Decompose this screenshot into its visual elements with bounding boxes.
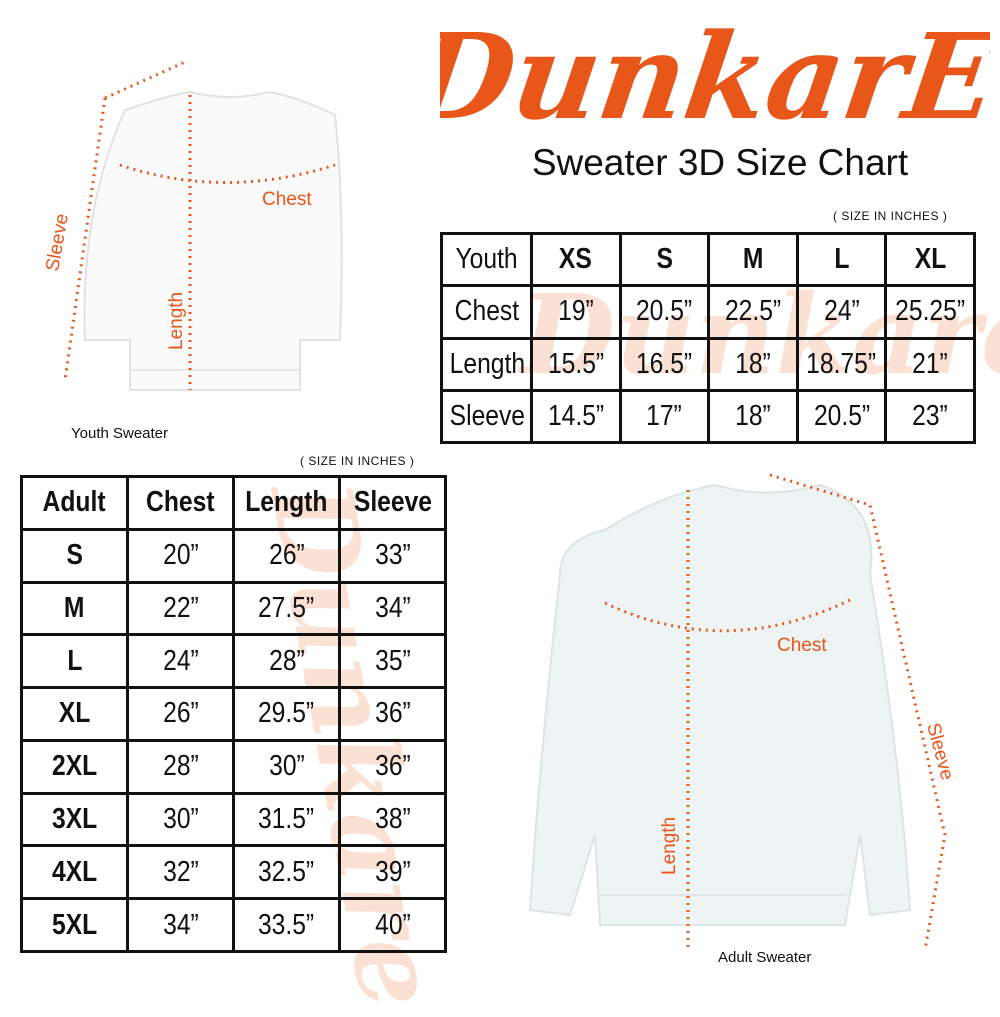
- table-cell: 24”: [126, 633, 235, 690]
- table-row: Length 15.5” 16.5” 18” 18.75” 21”: [440, 336, 976, 392]
- youth-sleeve-label: Sleeve: [42, 212, 73, 273]
- adult-unit-note: ( SIZE IN INCHES ): [300, 454, 415, 468]
- youth-caption: Youth Sweater: [71, 425, 169, 442]
- table-cell: 36”: [338, 738, 447, 795]
- table-cell: 26”: [232, 527, 341, 584]
- table-row: 5XL 34” 33.5” 40”: [20, 897, 447, 953]
- header-cell: XL: [884, 231, 976, 288]
- table-cell: 18”: [707, 388, 799, 445]
- header-cell: M: [707, 231, 799, 288]
- table-cell: 23”: [884, 388, 976, 445]
- table-cell: 38”: [338, 791, 447, 848]
- table-cell: 22”: [126, 580, 235, 637]
- table-cell: 27.5”: [232, 580, 341, 637]
- table-cell: 16.5”: [618, 336, 711, 392]
- table-cell: 39”: [338, 844, 447, 901]
- table-header-row: Youth XS S M L XL: [440, 231, 976, 288]
- table-row: Chest 19” 20.5” 22.5” 24” 25.25”: [440, 284, 976, 340]
- row-label: 3XL: [20, 791, 129, 848]
- row-label: S: [20, 527, 129, 584]
- youth-chest-label: Chest: [262, 189, 312, 210]
- table-cell: 40”: [338, 897, 447, 953]
- table-cell: 21”: [884, 336, 976, 392]
- header-cell: L: [795, 231, 888, 288]
- table-row: 3XL 30” 31.5” 38”: [20, 791, 447, 848]
- header-cell: Chest: [126, 475, 235, 531]
- header-cell: S: [618, 231, 711, 288]
- row-label: 2XL: [20, 738, 129, 795]
- table-cell: 36”: [338, 686, 447, 742]
- table-row: L 24” 28” 35”: [20, 633, 447, 690]
- header-cell: Length: [232, 475, 341, 531]
- table-cell: 34”: [338, 580, 447, 637]
- table-cell: 32”: [126, 844, 235, 901]
- table-cell: 24”: [795, 284, 888, 340]
- header-cell: Sleeve: [338, 475, 447, 531]
- table-cell: 35”: [338, 633, 447, 690]
- table-row: S 20” 26” 33”: [20, 527, 447, 584]
- youth-unit-note: ( SIZE IN INCHES ): [833, 209, 948, 223]
- youth-sweater-shape: [83, 90, 343, 391]
- table-cell: 34”: [126, 897, 235, 953]
- row-label: Chest: [440, 284, 533, 340]
- table-cell: 33.5”: [232, 897, 341, 953]
- table-cell: 26”: [126, 686, 235, 742]
- adult-sweater-diagram: Chest Length Sleeve: [528, 473, 957, 951]
- header-cell: Youth: [440, 231, 533, 288]
- table-row: Sleeve 14.5” 17” 18” 20.5” 23”: [440, 388, 976, 445]
- row-label: 4XL: [20, 844, 129, 901]
- header-cell: XS: [530, 231, 622, 288]
- row-label: Length: [440, 336, 533, 392]
- table-row: 2XL 28” 30” 36”: [20, 738, 447, 795]
- adult-sweater-shape: [528, 483, 912, 926]
- table-cell: 32.5”: [232, 844, 341, 901]
- table-cell: 30”: [126, 791, 235, 848]
- row-label: XL: [20, 686, 129, 742]
- table-cell: 14.5”: [530, 388, 622, 445]
- table-cell: 29.5”: [232, 686, 341, 742]
- row-label: L: [20, 633, 129, 690]
- table-cell: 25.25”: [884, 284, 976, 340]
- logo-text: DunkarE: [440, 8, 990, 146]
- row-label: M: [20, 580, 129, 637]
- table-cell: 18.75”: [795, 336, 888, 392]
- table-cell: 28”: [126, 738, 235, 795]
- youth-length-label: Length: [166, 292, 187, 350]
- table-cell: 18”: [707, 336, 799, 392]
- table-header-row: Adult Chest Length Sleeve: [20, 475, 447, 531]
- adult-chest-label: Chest: [777, 635, 827, 656]
- table-cell: 15.5”: [530, 336, 622, 392]
- youth-sweater-diagram: Chest Length Sleeve: [42, 60, 343, 391]
- header-cell: Adult: [20, 475, 129, 531]
- table-cell: 20”: [126, 527, 235, 584]
- table-cell: 20.5”: [618, 284, 711, 340]
- table-cell: 28”: [232, 633, 341, 690]
- table-row: 4XL 32” 32.5” 39”: [20, 844, 447, 901]
- adult-length-label: Length: [659, 817, 680, 875]
- table-row: M 22” 27.5” 34”: [20, 580, 447, 637]
- table-cell: 30”: [232, 738, 341, 795]
- adult-caption: Adult Sweater: [718, 949, 812, 966]
- table-row: XL 26” 29.5” 36”: [20, 686, 447, 742]
- row-label: Sleeve: [440, 388, 533, 445]
- table-cell: 20.5”: [795, 388, 888, 445]
- row-label: 5XL: [20, 897, 129, 953]
- table-cell: 19”: [530, 284, 622, 340]
- table-cell: 22.5”: [707, 284, 799, 340]
- table-cell: 33”: [338, 527, 447, 584]
- page-title: Sweater 3D Size Chart: [531, 142, 909, 183]
- brand-logo: DunkarE: [440, 8, 990, 146]
- table-cell: 17”: [618, 388, 711, 445]
- table-cell: 31.5”: [232, 791, 341, 848]
- youth-size-table: Youth XS S M L XL Chest 19” 20.5” 22.5” …: [440, 231, 976, 445]
- adult-size-table: Adult Chest Length Sleeve S 20” 26” 33” M 22” 27.5…: [20, 475, 447, 953]
